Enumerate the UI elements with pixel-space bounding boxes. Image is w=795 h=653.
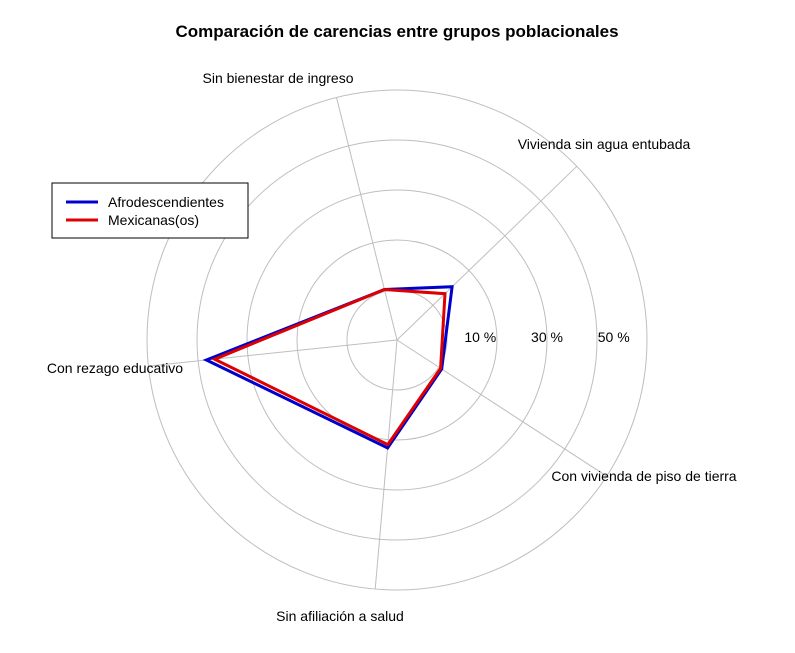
series-afrodescendientes xyxy=(202,285,454,450)
radar-series xyxy=(202,285,454,450)
axis-label-1: Sin bienestar de ingreso xyxy=(203,70,354,86)
axis-spoke-3 xyxy=(396,339,607,477)
axis-label-3: Con vivienda de piso de tierra xyxy=(551,468,736,484)
legend: Afrodescendientes Mexicanas(os) xyxy=(51,182,249,239)
grid-ring-3 xyxy=(246,189,548,491)
axis-spoke-5 xyxy=(148,339,398,367)
radar-labels: Sin bienestar de ingreso Vivienda sin agu… xyxy=(47,70,737,624)
axis-label-4: Sin afiliación a salud xyxy=(276,608,404,624)
axis-label-2: Vivienda sin agua entubada xyxy=(518,136,691,152)
grid-ring-5 xyxy=(146,89,648,591)
radial-tick-label: 10 % xyxy=(464,329,496,345)
radial-tick-label: 30 % xyxy=(531,329,563,345)
chart-title: Comparación de carencias entre grupos po… xyxy=(175,22,618,41)
grid-ring-2 xyxy=(296,239,498,441)
grid-ring-4 xyxy=(196,139,598,541)
axis-spoke-4 xyxy=(374,339,398,590)
axis-label-5: Con rezago educativo xyxy=(47,360,183,376)
axis-spoke-2 xyxy=(396,165,578,341)
axis-spoke-1 xyxy=(336,97,398,341)
series-mexicanas xyxy=(211,287,447,447)
legend-label: Mexicanas(os) xyxy=(108,212,199,228)
legend-box xyxy=(51,182,249,239)
radial-tick-label: 50 % xyxy=(598,329,630,345)
legend-label: Afrodescendientes xyxy=(108,194,224,210)
radar-grid xyxy=(146,89,648,591)
